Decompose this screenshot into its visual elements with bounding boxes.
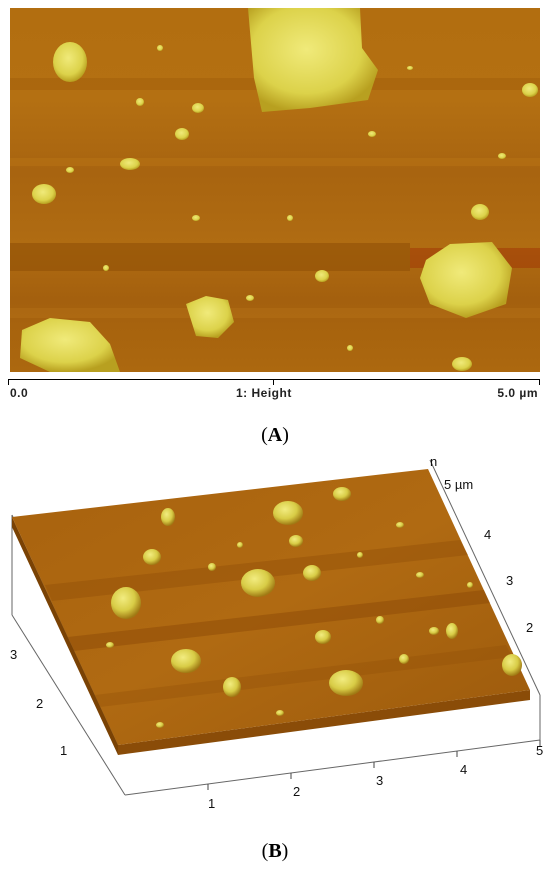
scale-tick	[8, 379, 9, 385]
surface-side	[118, 690, 530, 755]
surface-top	[12, 469, 530, 745]
axis-ticks	[207, 740, 541, 790]
scale-channel-label: 1: Height	[236, 386, 292, 400]
bottom-axis-tick-label: 3	[376, 773, 383, 788]
particle	[175, 128, 189, 140]
left-axis-tick-label: 3	[10, 647, 17, 662]
left-axis-tick-label: 2	[36, 696, 43, 711]
right-axis-tick-label: 2	[526, 620, 533, 635]
scale-end-label: 5.0 µm	[497, 386, 538, 400]
bottom-axis-tick-label: 4	[460, 762, 467, 777]
particle	[32, 184, 56, 204]
scale-bar: 0.0 1: Height 5.0 µm	[8, 375, 540, 405]
caption-a: (A)	[0, 424, 550, 447]
caption-a-open: (	[261, 424, 268, 446]
caption-a-letter: A	[267, 424, 283, 446]
right-axis-tick-label: 3	[506, 573, 513, 588]
particle	[420, 242, 512, 318]
particle	[522, 83, 538, 97]
right-axis-tick-label: 5 µm	[444, 477, 473, 492]
z-unit-label: n	[430, 455, 437, 469]
particle	[186, 296, 234, 338]
left-axis-tick-label: 1	[60, 743, 67, 758]
surface-particles	[106, 487, 522, 728]
caption-a-close: )	[282, 424, 289, 446]
particle	[248, 8, 378, 112]
caption-b-letter: B	[268, 840, 282, 862]
caption-b-open: (	[261, 840, 269, 862]
particle	[120, 158, 140, 170]
scale-start-label: 0.0	[10, 386, 29, 400]
scale-tick	[539, 379, 540, 385]
surface-side	[12, 517, 118, 755]
particle	[192, 103, 204, 113]
scale-tick	[273, 379, 274, 385]
scale-line	[8, 379, 540, 380]
afm-height-image	[10, 8, 540, 372]
particle	[20, 318, 120, 372]
particle	[452, 357, 472, 371]
afm-3d-surface: n 5 µm 4 3 2 3 2 1 1 2 3 4 5	[0, 455, 550, 830]
right-axis-tick-label: 4	[484, 527, 491, 542]
particle	[315, 270, 329, 282]
particle	[53, 42, 87, 82]
caption-b-close: )	[281, 840, 289, 862]
bottom-axis-tick-label: 1	[208, 796, 215, 811]
bottom-axis-tick-label: 5	[536, 743, 543, 758]
caption-b: (B)	[0, 840, 550, 863]
particle	[471, 204, 489, 220]
bottom-axis-tick-label: 2	[293, 784, 300, 799]
